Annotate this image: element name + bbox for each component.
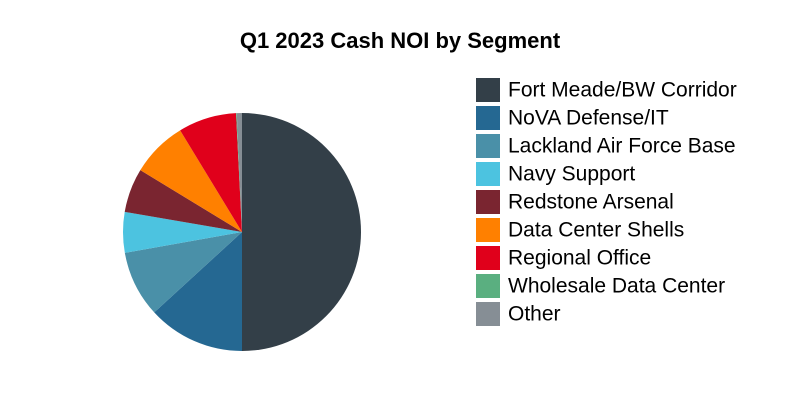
pie-slice [236,113,242,232]
pie-slice [242,113,361,351]
pie-slice [236,113,242,232]
legend-swatch [476,162,500,186]
pie-slice [124,232,242,313]
legend-swatch [476,78,500,102]
pie-slice [140,130,242,232]
legend-label: Redstone Arsenal [508,191,674,214]
legend-label: Regional Office [508,247,651,270]
legend-swatch [476,218,500,242]
legend-swatch [476,274,500,298]
legend-swatch [476,246,500,270]
legend-swatch [476,302,500,326]
legend-label: Fort Meade/BW Corridor [508,79,737,102]
legend-label: NoVA Defense/IT [508,107,669,130]
legend-label: Wholesale Data Center [508,275,725,298]
legend-label: Lackland Air Force Base [508,135,736,158]
legend-label: Other [508,303,561,326]
legend-label: Navy Support [508,163,635,186]
pie-slice [123,211,242,253]
pie-slice [180,113,242,232]
pie-slice [124,170,242,232]
legend-swatch [476,190,500,214]
legend-swatch [476,106,500,130]
legend-swatch [476,134,500,158]
legend-label: Data Center Shells [508,219,684,242]
chart-title: Q1 2023 Cash NOI by Segment [240,28,561,53]
pie-slice [154,232,242,351]
